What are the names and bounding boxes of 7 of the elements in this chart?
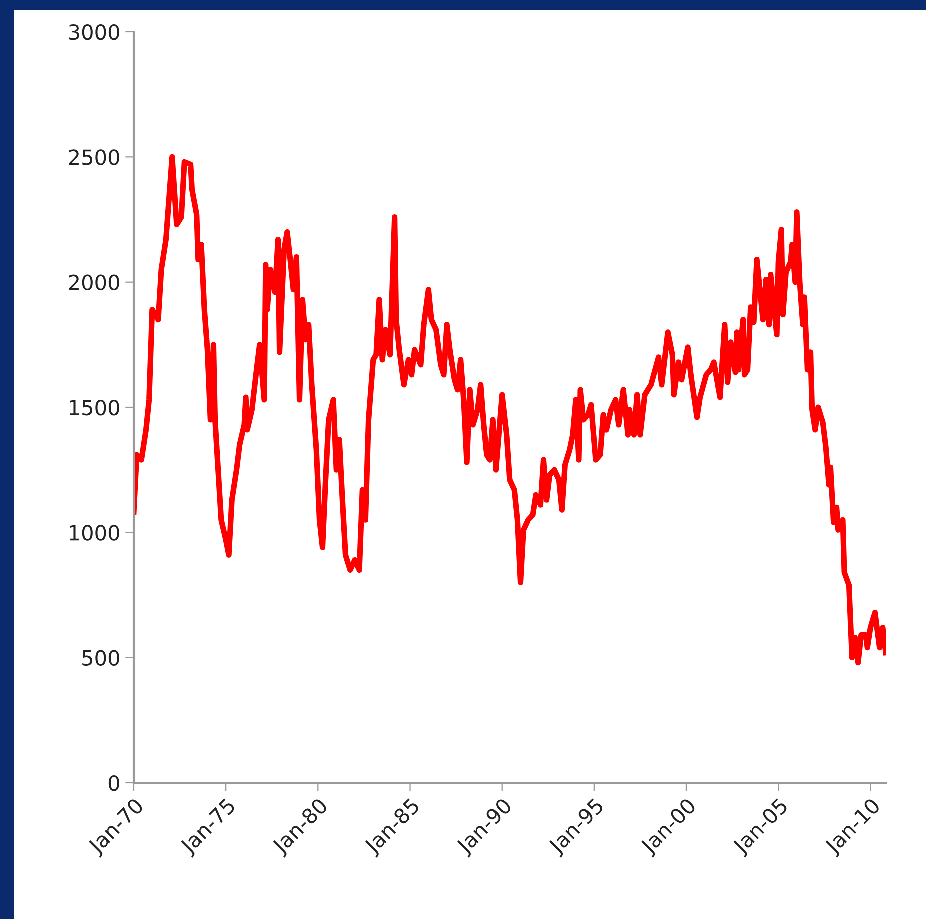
y-tick-label: 1500 bbox=[70, 400, 120, 416]
y-tick-label: 1000 bbox=[70, 525, 120, 541]
y-tick-label: 3000 bbox=[69, 24, 120, 40]
y-tick-label: 2500 bbox=[69, 150, 120, 166]
y-tick-label: 0 bbox=[108, 775, 120, 792]
y-tick-label: 500 bbox=[82, 650, 120, 666]
y-tick-label: 2000 bbox=[69, 274, 120, 291]
